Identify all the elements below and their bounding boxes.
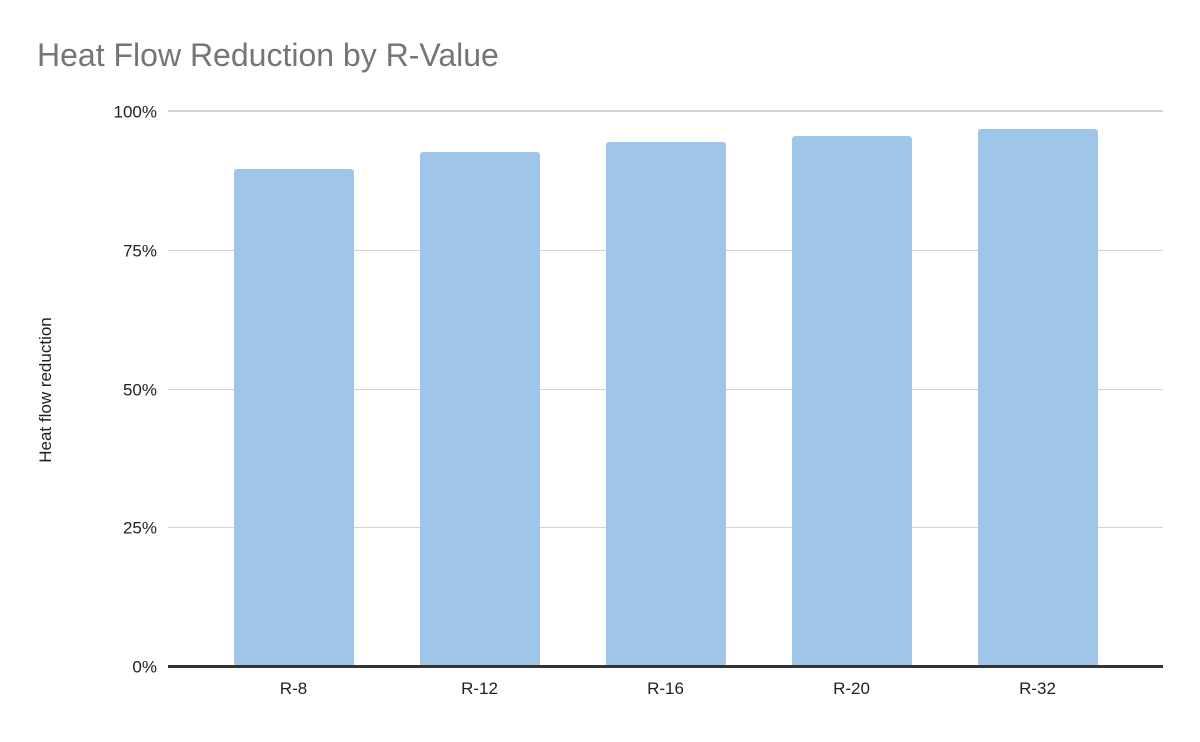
plot-area: 0% 25% 50% 75% 100% R-8 R-12 R-16 R-20 R-32 [114, 104, 1163, 697]
y-tick-label-100: 100% [113, 102, 157, 122]
x-tick-label-R-32: R-32 [1019, 679, 1056, 698]
y-tick-label-0: 0% [132, 657, 157, 677]
bar-R-20 [791, 135, 912, 667]
bar-R-12 [419, 151, 540, 667]
x-tick-label-R-8: R-8 [279, 679, 308, 698]
x-tick-label-R-12: R-12 [461, 679, 498, 698]
bar-R-8 [233, 169, 354, 667]
bar-R-32 [977, 129, 1098, 667]
chart-title: Heat Flow Reduction by R-Value [37, 37, 499, 73]
y-axis-title: Heat flow reduction [36, 317, 55, 463]
gridline-100 [168, 110, 1163, 112]
x-axis-line [168, 665, 1163, 668]
y-tick-label-75: 75% [122, 241, 157, 261]
x-tick-label-R-20: R-20 [833, 679, 870, 698]
bar-R-16 [605, 141, 726, 667]
y-tick-label-50: 50% [122, 380, 157, 399]
y-tick-label-25: 25% [122, 518, 157, 538]
x-tick-label-R-16: R-16 [647, 679, 684, 698]
